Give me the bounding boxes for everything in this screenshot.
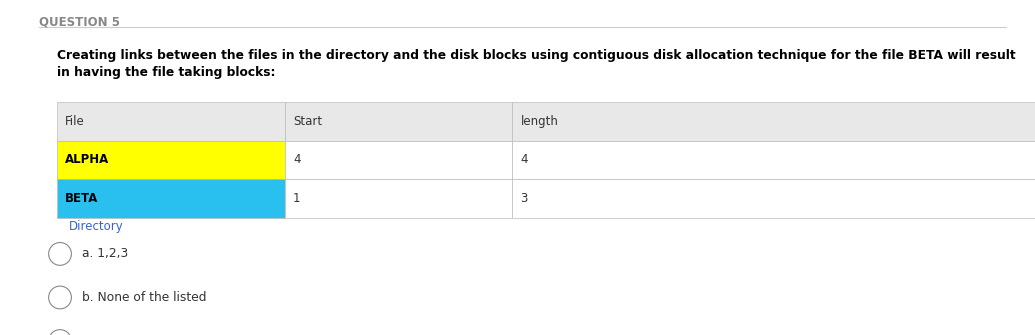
Text: 4: 4 [293, 153, 300, 166]
Text: 3: 3 [521, 192, 528, 205]
Text: b. None of the listed: b. None of the listed [82, 291, 206, 304]
Text: Directory: Directory [69, 220, 124, 233]
FancyBboxPatch shape [57, 102, 285, 141]
Text: ALPHA: ALPHA [65, 153, 110, 166]
Text: File: File [65, 115, 85, 128]
FancyBboxPatch shape [285, 179, 512, 218]
FancyBboxPatch shape [57, 141, 285, 179]
Text: length: length [521, 115, 559, 128]
Text: QUESTION 5: QUESTION 5 [39, 15, 120, 28]
Text: Creating links between the files in the directory and the disk blocks using cont: Creating links between the files in the … [57, 49, 1015, 79]
Text: BETA: BETA [65, 192, 98, 205]
Text: 1: 1 [293, 192, 300, 205]
FancyBboxPatch shape [512, 141, 1035, 179]
FancyBboxPatch shape [285, 102, 512, 141]
Text: Start: Start [293, 115, 322, 128]
FancyBboxPatch shape [285, 141, 512, 179]
Text: a. 1,2,3: a. 1,2,3 [82, 248, 128, 260]
FancyBboxPatch shape [57, 179, 285, 218]
Text: 4: 4 [521, 153, 528, 166]
FancyBboxPatch shape [512, 179, 1035, 218]
FancyBboxPatch shape [512, 102, 1035, 141]
